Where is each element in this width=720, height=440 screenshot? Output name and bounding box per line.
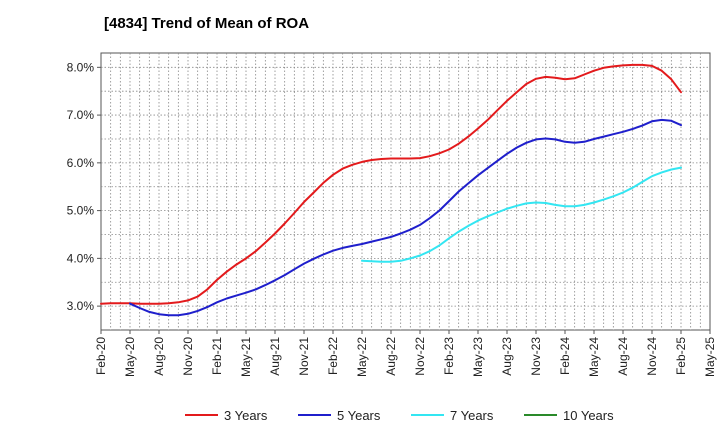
legend-label-7-years: 7 Years [450,408,494,423]
y-axis-tick-labels: 3.0% 4.0% 5.0% 6.0% 7.0% 8.0% [67,60,101,313]
x-tick-label: May-23 [471,337,485,377]
x-tick-label: Feb-22 [326,337,340,375]
y-tick-label: 6.0% [67,156,95,170]
x-tick-label: Aug-20 [152,337,166,376]
y-tick-label: 7.0% [67,108,95,122]
x-tick-label: Feb-23 [442,337,456,375]
series-line-5-years [129,118,682,317]
series-line-3-years [100,63,682,305]
series-line-7-years [361,166,682,263]
x-tick-label: Aug-22 [384,337,398,376]
x-tick-label: Aug-23 [500,337,514,376]
legend-label-10-years: 10 Years [563,408,614,423]
horizontal-gridlines [101,66,710,307]
legend-label-5-years: 5 Years [337,408,381,423]
x-tick-label: Aug-24 [616,337,630,376]
x-tick-label: Nov-23 [529,337,543,376]
y-tick-label: 4.0% [67,251,95,265]
x-tick-label: Feb-20 [94,337,108,375]
x-tick-label: Feb-21 [210,337,224,375]
x-tick-label: May-24 [587,337,601,377]
chart-title: [4834] Trend of Mean of ROA [104,15,309,32]
legend: 3 Years 5 Years 7 Years 10 Years [185,408,614,423]
x-tick-label: Aug-21 [268,337,282,376]
x-tick-label: Nov-20 [181,337,195,376]
plot-area [100,52,711,331]
y-tick-label: 3.0% [67,299,95,313]
x-tick-label: May-22 [355,337,369,377]
x-tick-label: May-21 [239,337,253,377]
y-tick-label: 8.0% [67,60,95,74]
x-axis-tick-labels: Feb-20 May-20 Aug-20 Nov-20 Feb-21 May-21 Aug-… [94,330,717,377]
x-tick-label: Nov-22 [413,337,427,376]
x-tick-label: Nov-24 [645,337,659,376]
x-tick-label: May-20 [123,337,137,377]
vertical-gridlines [110,53,701,330]
y-tick-label: 5.0% [67,204,95,218]
legend-label-3-years: 3 Years [224,408,268,423]
series-lines [100,63,682,317]
x-tick-label: May-25 [703,337,717,377]
x-tick-label: Nov-21 [297,337,311,376]
x-tick-label: Feb-25 [674,337,688,375]
x-tick-label: Feb-24 [558,337,572,375]
